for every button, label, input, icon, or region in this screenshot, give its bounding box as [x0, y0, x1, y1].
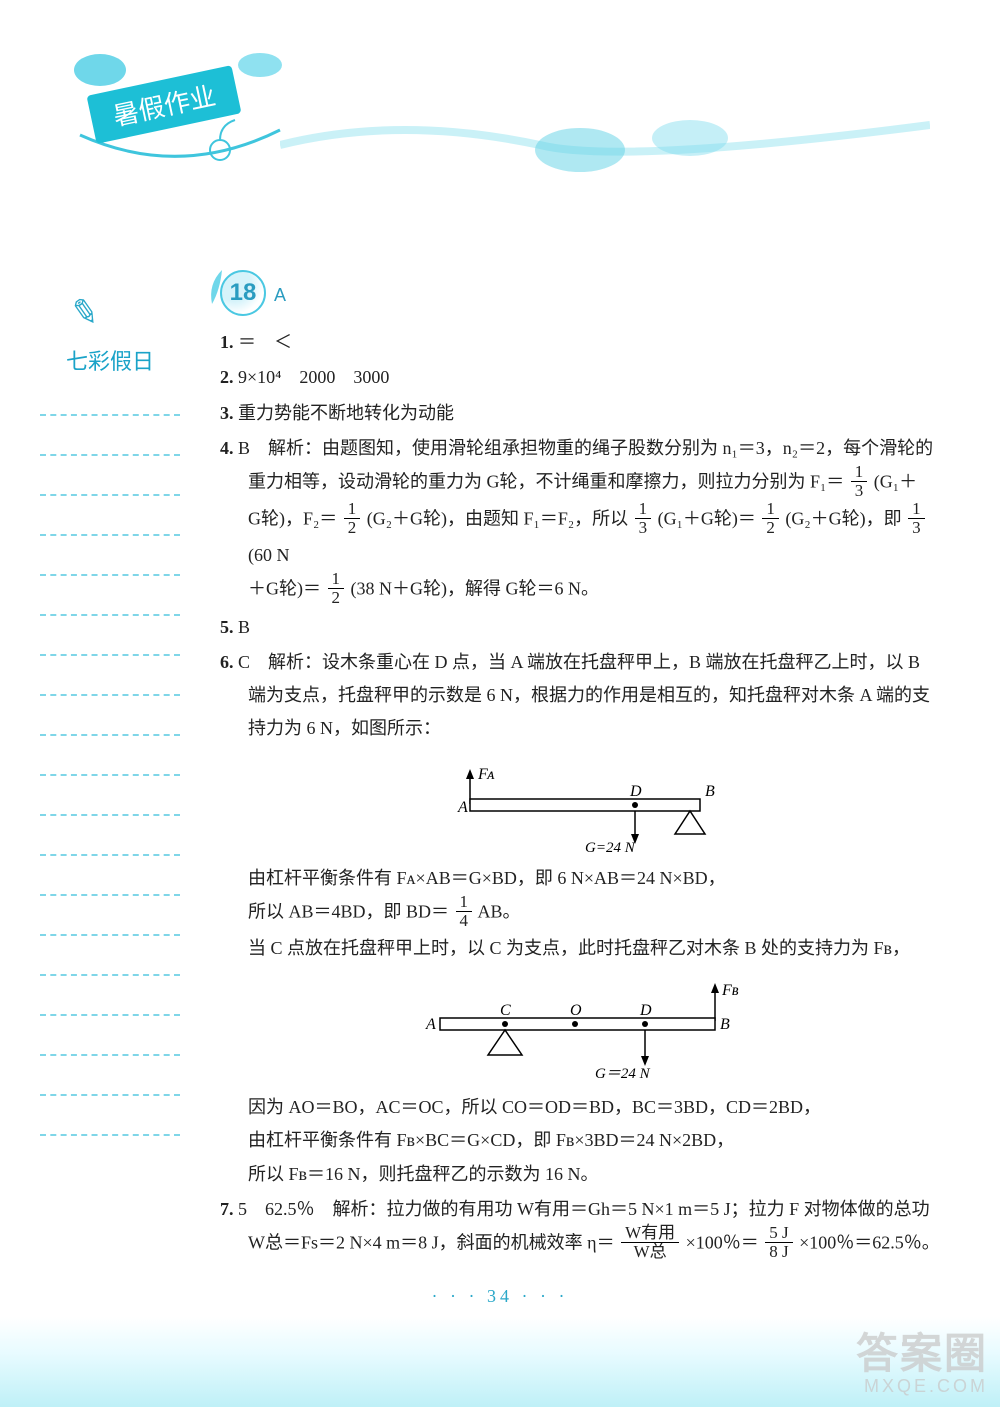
- diagram-2: Fʙ A C O D B G＝24 N: [400, 973, 760, 1083]
- leaf-icon: [206, 264, 230, 310]
- svg-text:Fᴀ: Fᴀ: [477, 766, 495, 783]
- svg-text:G=24 N: G=24 N: [585, 840, 636, 854]
- sidebar-label: 七彩假日: [40, 344, 180, 376]
- bottom-wave: [0, 1317, 1000, 1407]
- svg-text:G＝24 N: G＝24 N: [595, 1066, 651, 1082]
- pen-icon: ✎: [67, 291, 182, 349]
- q5: 5. B: [220, 611, 940, 644]
- brush-decoration: [280, 110, 930, 180]
- svg-text:D: D: [639, 1002, 652, 1019]
- q1: 1. ＝ ＜: [220, 326, 940, 359]
- day-suffix: A: [274, 279, 286, 312]
- svg-text:B: B: [705, 783, 715, 800]
- q2: 2. 9×10⁴ 2000 3000: [220, 361, 940, 394]
- svg-text:B: B: [720, 1016, 730, 1033]
- svg-text:Fʙ: Fʙ: [721, 982, 739, 999]
- svg-text:A: A: [457, 799, 468, 816]
- q4: 4. B 解析：由题图知，使用滑轮组承担物重的绳子股数分别为 n₁＝3，n₂＝2…: [220, 432, 940, 609]
- page-number: · · · 34 · · ·: [0, 1286, 1000, 1307]
- svg-text:O: O: [570, 1002, 582, 1019]
- day-badge: 18 A: [220, 270, 286, 316]
- q3: 3. 重力势能不断地转化为动能: [220, 397, 940, 430]
- svg-text:D: D: [629, 783, 642, 800]
- q6: 6. C 解析：设木条重心在 D 点，当 A 端放在托盘秤甲上，B 端放在托盘秤…: [220, 646, 940, 1191]
- sidebar: ✎ 七彩假日: [40, 300, 180, 1174]
- content: 18 A 1. ＝ ＜ 2. 9×10⁴ 2000 3000 3. 重力势能不断…: [220, 270, 940, 1265]
- header-decoration: 暑假作业: [70, 40, 290, 180]
- q7: 7. 5 62.5％ 解析：拉力做的有用功 W有用＝Gh＝5 N×1 m＝5 J…: [220, 1193, 940, 1263]
- svg-text:C: C: [500, 1002, 511, 1019]
- svg-text:A: A: [425, 1016, 436, 1033]
- watermark: 答案圈 MXQE.COM: [856, 1331, 988, 1397]
- diagram-1: Fᴀ A D B G=24 N: [420, 754, 740, 854]
- sidebar-lines: [40, 414, 180, 1136]
